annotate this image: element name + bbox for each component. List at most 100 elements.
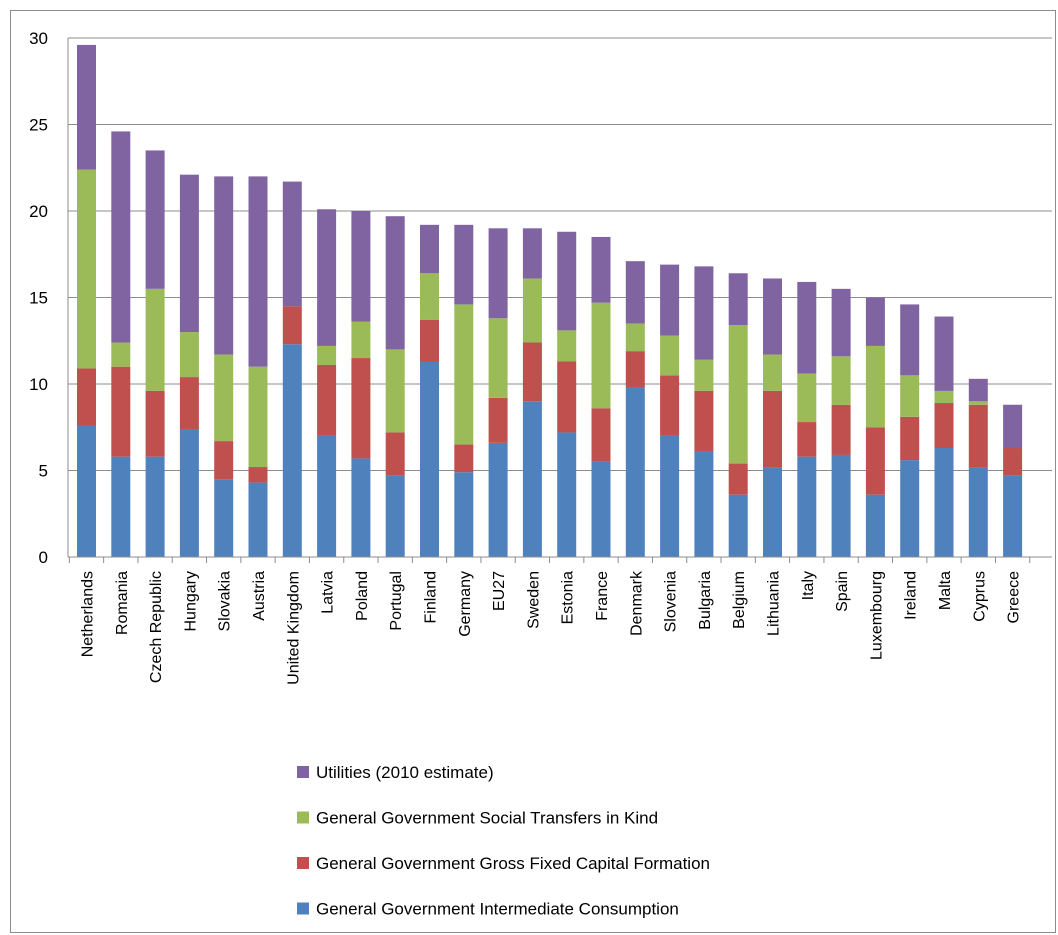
x-category-label: Malta xyxy=(937,571,954,610)
bar-segment xyxy=(454,224,474,305)
y-tick-label: 20 xyxy=(29,202,48,221)
bar-segment xyxy=(488,228,508,319)
bar-segment xyxy=(317,364,337,436)
y-tick-label: 25 xyxy=(29,116,48,135)
bar-segment xyxy=(420,361,439,557)
bar-segment xyxy=(625,387,645,557)
x-category-label: Slovakia xyxy=(217,571,234,632)
bar-segment xyxy=(420,273,439,320)
bar-segment xyxy=(831,356,851,405)
bar-segment xyxy=(282,306,302,345)
bar-segment xyxy=(385,216,405,350)
bar-segment xyxy=(660,375,680,436)
x-category-label: Poland xyxy=(354,571,371,621)
bar-segment xyxy=(111,131,131,343)
legend-label: General Government Intermediate Consumpt… xyxy=(316,900,679,919)
x-category-label: Italy xyxy=(800,571,817,600)
bar-segment xyxy=(488,318,508,398)
x-category-label: Sweden xyxy=(525,571,542,629)
bar-segment xyxy=(454,304,474,445)
bar-segment xyxy=(454,444,474,473)
bar-segment xyxy=(694,266,714,360)
bar-segment xyxy=(831,288,851,357)
legend-swatch xyxy=(297,811,309,824)
bar-segment xyxy=(522,401,542,557)
bar-segment xyxy=(865,345,885,428)
bar-segment xyxy=(934,316,954,391)
bar-segment xyxy=(660,335,680,376)
bar-segment xyxy=(522,278,542,343)
legend-label: General Government Gross Fixed Capital F… xyxy=(316,854,710,873)
bar-segment xyxy=(145,390,165,457)
bar-segment xyxy=(488,442,508,557)
bar-segment xyxy=(660,435,680,557)
bar-segment xyxy=(797,422,817,457)
bars xyxy=(77,44,1023,557)
bar-segment xyxy=(557,432,577,557)
bar-segment xyxy=(214,441,234,480)
bar-segment xyxy=(179,428,199,557)
bar-segment xyxy=(865,427,885,495)
bar-segment xyxy=(385,349,405,433)
bar-segment xyxy=(728,325,748,464)
bar-segment xyxy=(797,281,817,374)
legend-item: General Government Gross Fixed Capital F… xyxy=(297,854,710,873)
bar-segment xyxy=(214,176,234,355)
bar-segment xyxy=(557,330,577,362)
bar-segment xyxy=(694,359,714,391)
bar-segment xyxy=(420,319,439,362)
x-category-label: France xyxy=(594,571,611,621)
bar-segment xyxy=(900,460,920,557)
x-category-label: Ireland xyxy=(903,571,920,620)
legend-swatch xyxy=(297,857,309,869)
bar-segment xyxy=(317,345,337,365)
x-category-label: Estonia xyxy=(560,571,577,624)
x-category-label: Denmark xyxy=(628,570,645,636)
legend-item: Utilities (2010 estimate) xyxy=(297,763,494,782)
legend-item: General Government Social Transfers in K… xyxy=(297,809,658,828)
bar-segment xyxy=(591,302,611,409)
bar-segment xyxy=(968,404,988,468)
bar-segment xyxy=(77,368,96,426)
bar-segment xyxy=(385,432,405,476)
bar-segment xyxy=(214,354,234,442)
bar-segment xyxy=(831,404,851,455)
x-category-label: EU27 xyxy=(491,571,508,611)
bar-segment xyxy=(968,467,988,557)
bar-segment xyxy=(728,273,748,326)
bar-segment xyxy=(625,261,645,324)
x-category-label: Portugal xyxy=(388,571,405,631)
legend-label: Utilities (2010 estimate) xyxy=(316,763,494,782)
bar-segment xyxy=(317,209,337,346)
bar-segment xyxy=(900,416,920,461)
bar-segment xyxy=(1003,448,1023,476)
bar-segment xyxy=(900,304,920,376)
bar-segment xyxy=(522,342,542,402)
bar-segment xyxy=(934,390,954,404)
bar-segment xyxy=(591,408,611,462)
bar-segment xyxy=(763,278,782,355)
bar-segment xyxy=(77,44,96,170)
x-category-label: Romania xyxy=(114,571,131,635)
y-tick-label: 10 xyxy=(29,375,48,394)
bar-segment xyxy=(248,467,268,483)
bar-segment xyxy=(351,321,371,359)
bar-segment xyxy=(728,463,748,495)
bar-segment xyxy=(968,378,988,402)
bar-segment xyxy=(488,397,508,443)
x-category-label: Germany xyxy=(457,571,474,637)
x-category-label: Belgium xyxy=(731,571,748,629)
bar-segment xyxy=(934,448,954,557)
bar-segment xyxy=(557,231,577,331)
x-category-label: Luxembourg xyxy=(868,571,885,660)
y-axis: 0 5 10 15 20 25 30 xyxy=(29,29,69,567)
x-axis: Netherlands Romania Czech Republic Hungary S… xyxy=(68,556,1052,685)
bar-segment xyxy=(214,479,234,557)
bar-segment xyxy=(351,458,371,557)
x-category-label: Spain xyxy=(834,571,851,612)
y-tick-label: 5 xyxy=(39,462,48,481)
bar-segment xyxy=(77,169,96,369)
bar-segment xyxy=(900,375,920,417)
y-tick-label: 30 xyxy=(29,29,48,48)
bar-segment xyxy=(865,494,885,557)
